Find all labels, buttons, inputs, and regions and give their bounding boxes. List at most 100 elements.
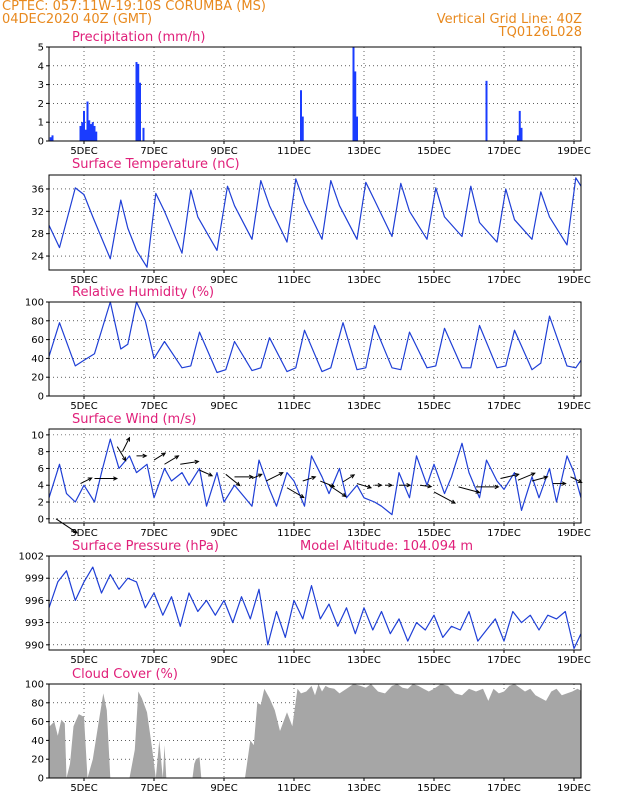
precip-bar <box>49 137 52 141</box>
precip-bar <box>356 116 358 141</box>
run-datetime: 04DEC2020 40Z (GMT) <box>2 12 153 27</box>
precip-bar <box>352 47 355 141</box>
chart-header: CPTEC: 057:11W-19:10S CORUMBA (MS) 04DEC… <box>0 0 618 40</box>
wind-vector <box>356 483 372 489</box>
wind-vector-head <box>161 452 167 457</box>
wind-vector <box>570 476 582 483</box>
precip-bar <box>517 135 519 141</box>
wind-vector <box>180 460 199 465</box>
x-tick-label: 9DEC <box>210 401 237 412</box>
wind-vector-head <box>122 456 127 462</box>
y-tick-label: 100 <box>25 298 44 309</box>
precip-bar <box>91 122 94 141</box>
wind-vector <box>265 472 284 482</box>
x-tick-label: 15DEC <box>417 146 451 157</box>
y-tick-label: 4 <box>38 481 44 492</box>
y-tick-label: 1002 <box>19 552 44 563</box>
y-tick-label: 6 <box>38 464 44 475</box>
wind-vector-head <box>406 483 412 488</box>
wind-panel: 0 2 4 6 8 10 5DEC 7DEC 9DEC 11DEC 13DEC 15DEC 17DEC 1… <box>31 412 591 539</box>
x-tick-label: 5DEC <box>70 401 97 412</box>
y-tick-label: 80 <box>31 316 44 327</box>
wind-vector-head <box>208 472 214 477</box>
precip-bar <box>84 129 87 141</box>
precip-bar <box>300 90 302 141</box>
wind-vector-head <box>577 478 583 483</box>
y-tick-label: 1 <box>38 118 44 129</box>
precip-bar <box>301 116 304 141</box>
y-tick-label: 10 <box>31 430 44 441</box>
precip-bar <box>88 120 91 141</box>
precip-bar <box>90 124 92 141</box>
wind-vector-head <box>142 453 148 459</box>
precip-bar <box>135 62 138 141</box>
wind-vector <box>80 477 92 485</box>
x-tick-label: 15DEC <box>417 275 451 286</box>
wind-vector <box>251 473 262 479</box>
y-tick-label: 999 <box>25 574 44 585</box>
wind-vector-head <box>494 484 500 490</box>
wind-vector-head <box>341 492 347 498</box>
precip-bar <box>139 82 141 141</box>
wind-vector <box>153 452 166 461</box>
y-tick-label: 20 <box>31 373 44 384</box>
y-tick-label: 993 <box>25 618 44 629</box>
precip-bar <box>51 135 54 141</box>
wind-vector <box>199 469 213 477</box>
x-tick-label: 9DEC <box>210 783 237 794</box>
precip-bar <box>354 71 357 141</box>
x-tick-label: 19DEC <box>557 146 591 157</box>
x-tick-label: 13DEC <box>347 275 381 286</box>
x-tick-label: 11DEC <box>277 655 311 666</box>
precip-title: Precipitation (mm/h) <box>72 30 205 45</box>
x-tick-label: 13DEC <box>347 146 381 157</box>
rh-panel: 0 20 40 60 80 100 5DEC 7DEC 9DEC 11DEC 13DEC 15DEC 1… <box>25 285 591 412</box>
x-tick-label: 17DEC <box>487 783 521 794</box>
wind-vector <box>116 446 127 461</box>
x-tick-label: 15DEC <box>417 783 451 794</box>
x-tick-label: 13DEC <box>347 401 381 412</box>
wind-series-line <box>48 438 582 516</box>
precip-bar <box>520 127 523 141</box>
x-tick-label: 13DEC <box>347 528 381 539</box>
wind-vector <box>342 474 355 483</box>
y-tick-label: 20 <box>31 755 44 766</box>
x-tick-label: 9DEC <box>210 528 237 539</box>
wind-vector-head <box>126 436 131 442</box>
wind-vector <box>302 476 316 482</box>
x-tick-label: 19DEC <box>557 528 591 539</box>
wind-vector <box>122 437 130 452</box>
wind-vector-head <box>427 484 433 489</box>
y-tick-label: 5 <box>38 43 44 54</box>
wind-vector <box>55 518 78 534</box>
wind-vector-head <box>235 481 241 487</box>
press-panel: 990 993 996 999 1002 5DEC 7DEC 9DEC 11DEC 13DEC 15… <box>19 539 591 666</box>
x-tick-label: 7DEC <box>140 528 167 539</box>
wind-vector-head <box>366 484 373 489</box>
wind-vector-head <box>299 493 305 499</box>
wind-vector <box>164 455 179 465</box>
precip-frame <box>48 46 582 142</box>
x-tick-label: 7DEC <box>140 401 167 412</box>
x-tick-label: 5DEC <box>70 146 97 157</box>
wind-vector-head <box>530 472 536 477</box>
wind-vector <box>500 473 519 480</box>
y-tick-label: 0 <box>38 137 44 148</box>
rh-frame <box>48 301 582 397</box>
y-tick-label: 0 <box>38 392 44 403</box>
y-tick-label: 24 <box>31 252 44 263</box>
y-tick-label: 4 <box>38 61 44 72</box>
x-tick-label: 11DEC <box>277 275 311 286</box>
x-tick-label: 5DEC <box>70 275 97 286</box>
wind-vector-head <box>350 474 356 479</box>
precip-bar <box>83 110 85 141</box>
precip-bar <box>93 125 96 141</box>
x-tick-label: 17DEC <box>487 655 521 666</box>
temp-frame <box>48 174 582 271</box>
temp-series-line <box>48 177 582 268</box>
y-tick-label: 0 <box>38 774 44 785</box>
x-tick-label: 5DEC <box>70 528 97 539</box>
wind-vector <box>225 473 241 486</box>
y-tick-label: 0 <box>38 514 44 525</box>
